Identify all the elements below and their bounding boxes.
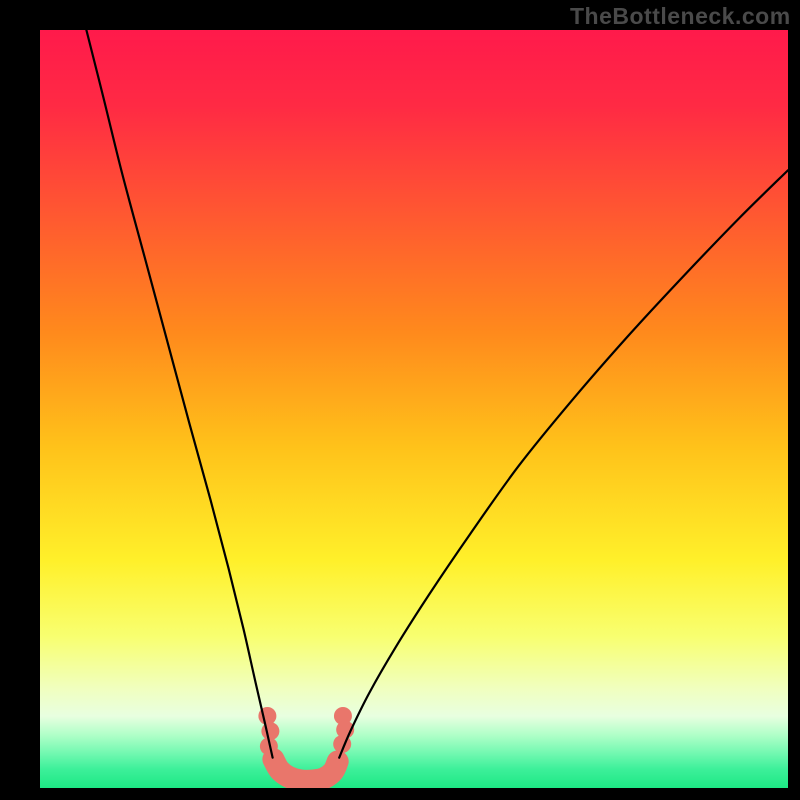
curve-layer [40, 30, 788, 788]
curve-left-branch [86, 30, 272, 758]
chart-frame: TheBottleneck.com [0, 0, 800, 800]
curve-right-branch [339, 170, 788, 757]
watermark-text: TheBottleneck.com [570, 3, 791, 30]
bottom-band-u [273, 759, 337, 781]
plot-area [40, 30, 788, 788]
